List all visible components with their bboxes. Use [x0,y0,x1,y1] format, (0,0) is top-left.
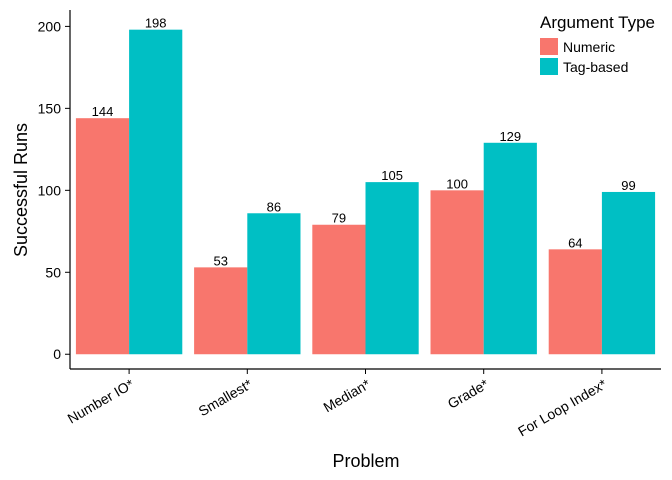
bar-numeric-4 [548,249,602,355]
y-tick-label: 100 [38,182,62,198]
data-labels-group: 144 53 79 100 64 198 86 105 129 99 [92,16,636,269]
x-ticks-group: Number IO* Smallest* Median* Grade* For Loop… [65,369,610,439]
x-tick-label: Smallest* [196,375,256,419]
bar-numeric-1 [194,267,248,355]
y-tick-label: 150 [38,100,62,116]
legend-swatch [540,38,558,55]
data-label: 144 [92,104,114,119]
bar-tag-based-4 [601,191,656,355]
data-label: 64 [568,235,582,250]
bar-numeric-0 [75,118,130,355]
data-label: 53 [213,253,227,268]
y-ticks-group: 0 50 100 150 200 [38,18,70,362]
x-tick-label: For Loop Index* [515,375,610,439]
x-tick-label: Number IO* [65,375,137,426]
bar-tag-based-3 [483,142,537,355]
legend-title: Argument Type [540,13,655,32]
data-label: 100 [446,176,468,191]
legend-swatch [540,58,558,75]
bar-numeric-2 [312,224,366,355]
data-label: 105 [381,168,403,183]
x-axis-title: Problem [332,451,399,471]
data-label: 79 [332,211,346,226]
x-tick-label: Median* [321,375,374,415]
x-tick-label: Grade* [445,375,492,411]
data-label: 198 [145,16,167,31]
bar-tag-based-2 [365,182,419,355]
legend-label: Tag-based [563,59,628,75]
legend-items: Numeric Tag-based [540,38,628,75]
bar-tag-based-1 [247,213,301,355]
data-label: 129 [499,129,521,144]
y-tick-label: 0 [53,346,61,362]
bar-numeric-3 [430,190,484,355]
data-label: 99 [621,178,635,193]
bar-tag-based-0 [129,29,183,355]
data-label: 86 [267,199,281,214]
legend-label: Numeric [563,39,615,55]
y-tick-label: 200 [38,18,62,34]
legend: Argument Type Numeric Tag-based [540,13,655,75]
y-axis-title: Successful Runs [11,123,31,257]
y-tick-label: 50 [45,264,61,280]
bars-group [75,29,656,355]
